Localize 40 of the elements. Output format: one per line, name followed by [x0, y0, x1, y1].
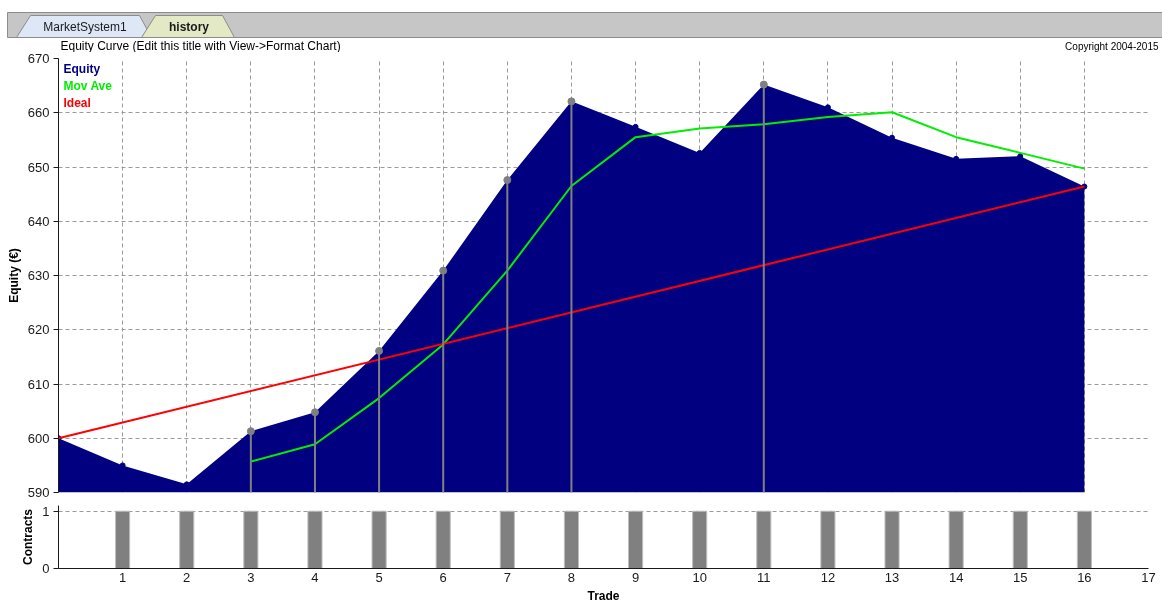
x-tick-label: 2 [183, 569, 191, 585]
x-tick-label: 14 [948, 569, 964, 585]
x-tick-label: 1 [119, 569, 127, 585]
y-tick-label: 0 [42, 561, 50, 576]
y-tick-label: 600 [27, 430, 50, 446]
x-tick-label: 13 [884, 569, 900, 585]
y-tick-label: 660 [27, 105, 50, 121]
y-tick-label: 620 [27, 322, 50, 338]
x-tick-label: 3 [247, 569, 255, 585]
x-tick-label: 4 [311, 569, 319, 585]
y-tick-label: 590 [27, 485, 50, 500]
y-axis-title: Contracts [21, 508, 36, 565]
x-tick-label: 7 [503, 569, 511, 585]
y-tick-label: 1 [42, 503, 50, 519]
chart-title: Equity Curve (Edit this title with View->Format Chart) [60, 38, 341, 53]
y-tick-label: 670 [27, 51, 50, 66]
x-tick-label: 9 [631, 569, 640, 585]
y-tick-label: 630 [27, 268, 50, 283]
x-tick-label: 12 [820, 569, 836, 585]
text: Mov Ave [63, 78, 113, 93]
x-tick-label: 17 [1141, 569, 1156, 585]
text: Copyright 2004-2015 [1065, 41, 1159, 52]
x-tick-label: 10 [692, 569, 707, 585]
y-axis-title: Equity (€) [6, 248, 21, 303]
x-tick-label: 16 [1077, 569, 1092, 585]
point [1081, 183, 1088, 190]
x-tick-label: 5 [375, 569, 383, 585]
text: history [169, 19, 210, 34]
x-axis-title: Trade [587, 588, 620, 603]
text: MarketSystem1 [43, 19, 127, 34]
x-tick-label: 15 [1013, 569, 1028, 585]
y-tick-label: 650 [27, 159, 50, 175]
y-tick-label: 610 [27, 376, 50, 392]
text: Ideal [63, 95, 91, 110]
y-tick-label: 640 [27, 213, 50, 229]
x-tick-label: 11 [757, 569, 771, 585]
x-tick-label: 6 [439, 569, 447, 585]
line-series [249, 111, 1086, 463]
text: Equity [63, 61, 101, 76]
x-tick-label: 8 [567, 569, 576, 585]
